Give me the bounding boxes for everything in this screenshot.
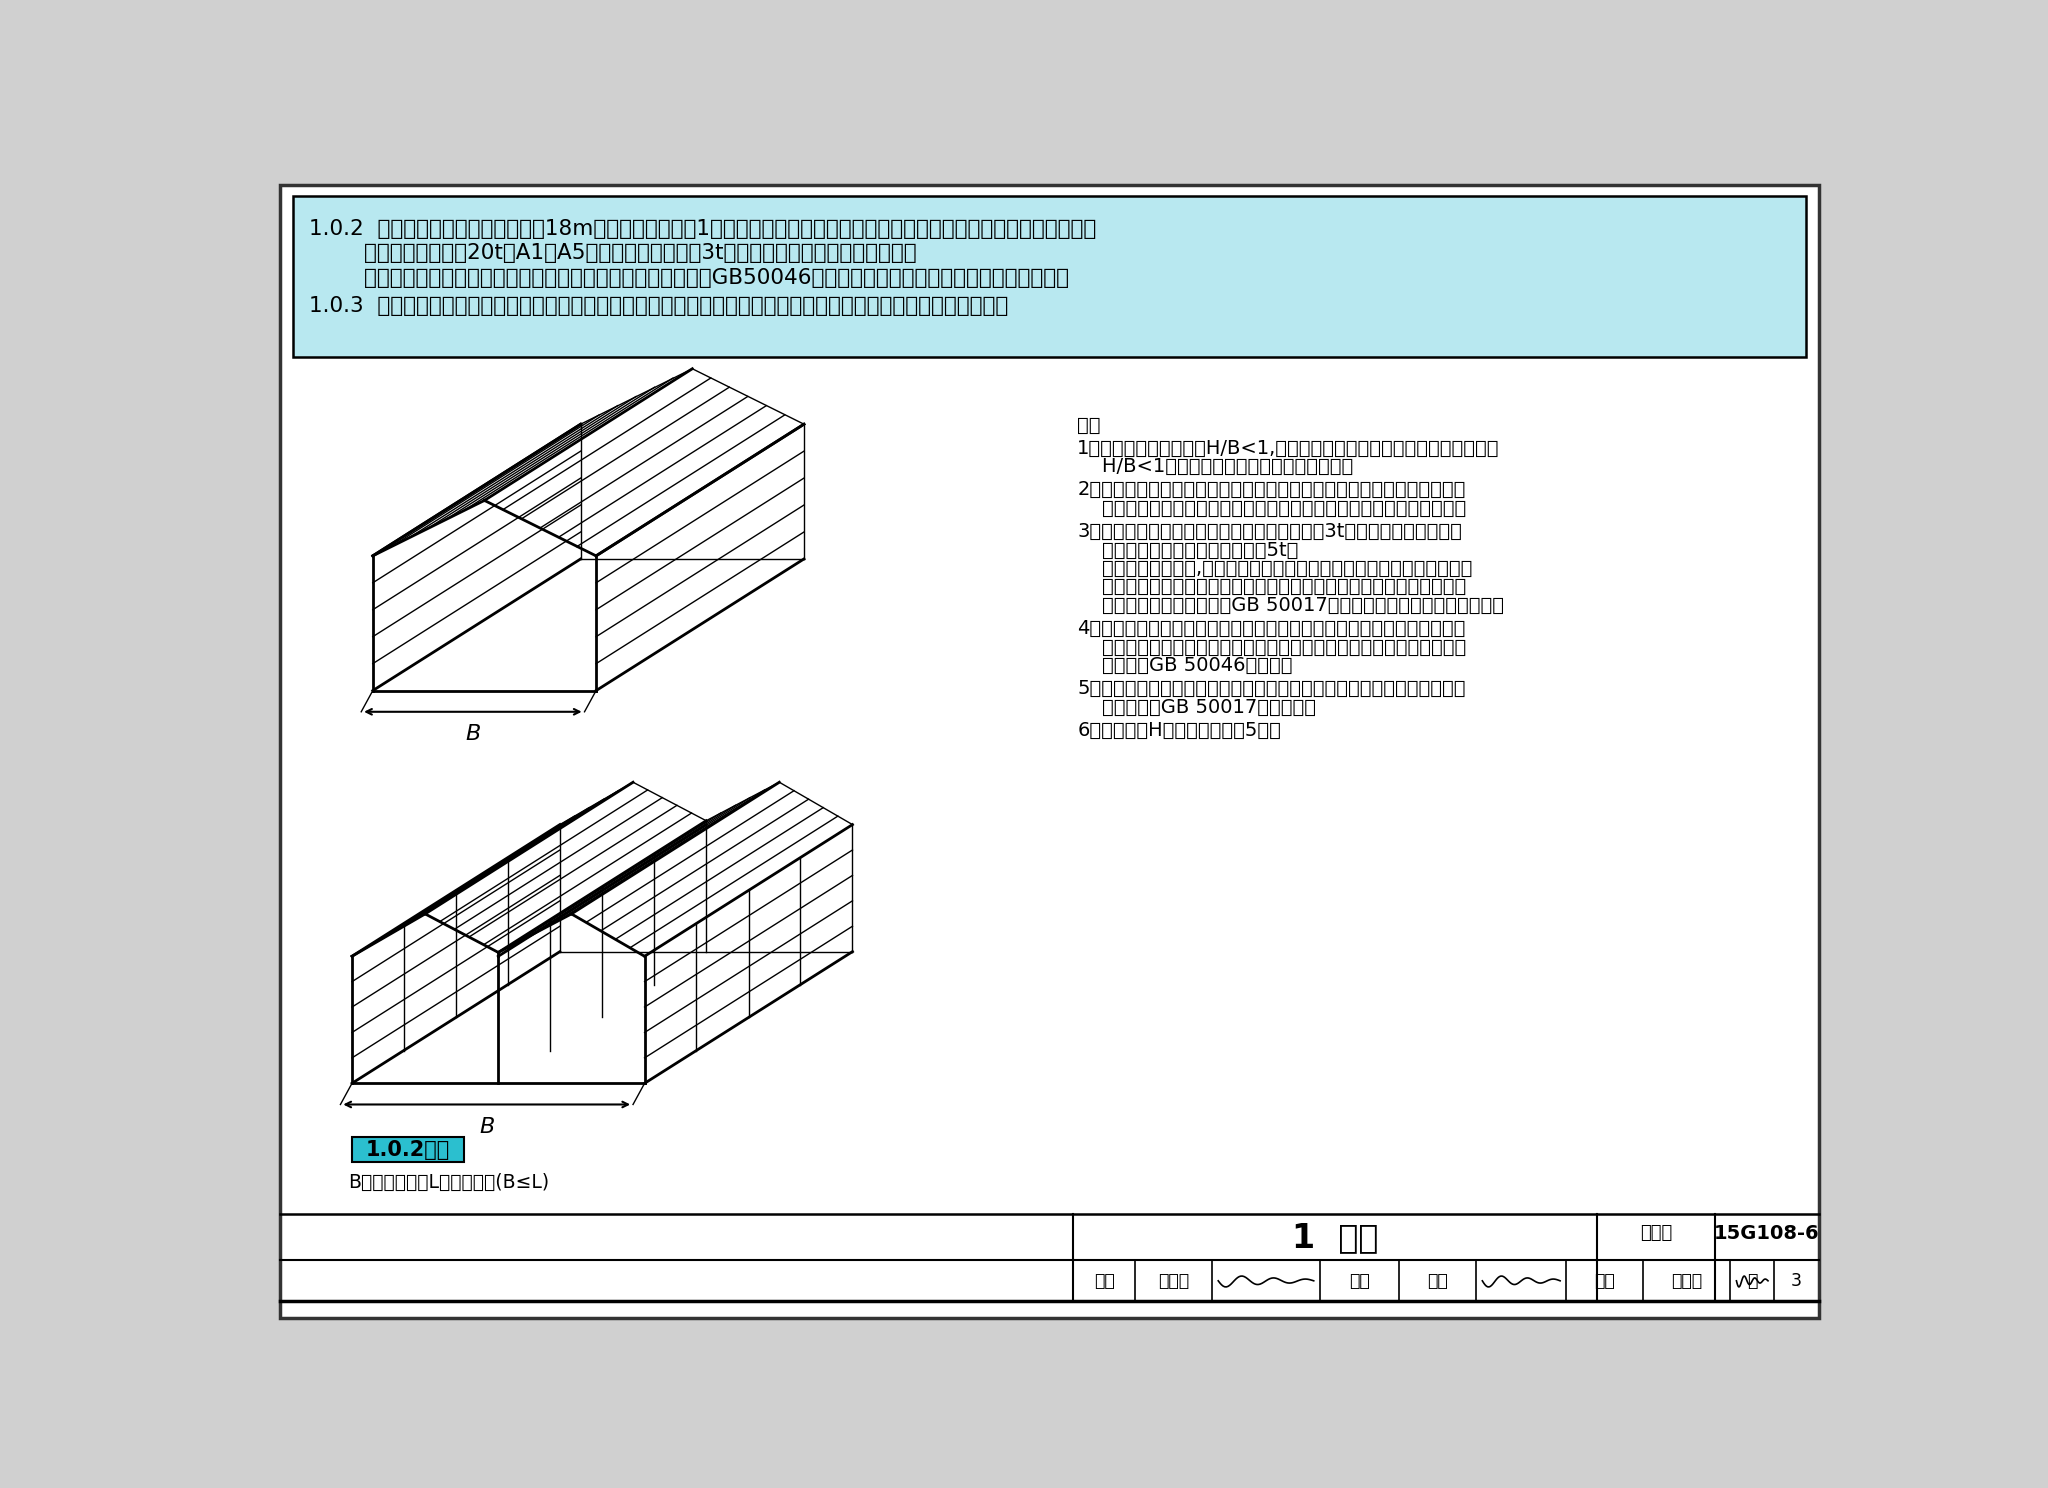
Text: 4、〖条文说明〗此种结构构件的截面较薄，因此不适用于有强腐蚀介质作: 4、〖条文说明〗此种结构构件的截面较薄，因此不适用于有强腐蚀介质作 [1077, 619, 1466, 638]
Text: 15G108-6: 15G108-6 [1714, 1225, 1821, 1242]
Text: 审核: 审核 [1094, 1272, 1114, 1290]
Text: 图集号: 图集号 [1640, 1225, 1671, 1242]
Text: 页: 页 [1747, 1272, 1757, 1290]
Text: 于此规定，则主结构设计计算、位移限值、支撑体系、构造要求等均应: 于此规定，则主结构设计计算、位移限值、支撑体系、构造要求等均应 [1077, 577, 1466, 597]
Text: 王喆: 王喆 [1427, 1272, 1448, 1290]
Text: 6、房屋高度H的具体规定见第5页。: 6、房屋高度H的具体规定见第5页。 [1077, 720, 1282, 740]
Text: 参考《钢结构设计规范》GB 50017；围护系统设计还可参考本规范。: 参考《钢结构设计规范》GB 50017；围护系统设计还可参考本规范。 [1077, 595, 1505, 615]
Text: B: B [479, 1117, 494, 1137]
Text: 设计: 设计 [1595, 1272, 1616, 1290]
Text: 1.0.2图示: 1.0.2图示 [367, 1140, 451, 1159]
Text: 技术措施时，起重量允许不大于5t。: 技术措施时，起重量允许不大于5t。 [1077, 540, 1298, 559]
Text: 1.0.3  门式刚架轻型房屋钢结构的设计、制作、安装及验收，除应符合本规范外，尚应符合国家现行有关标准的规定。: 1.0.3 门式刚架轻型房屋钢结构的设计、制作、安装及验收，除应符合本规范外，尚… [309, 296, 1008, 315]
Text: 锌板、铜板等金属板材或其他轻质材料板材。宜采用压型钢板屋面板。: 锌板、铜板等金属板材或其他轻质材料板材。宜采用压型钢板屋面板。 [1077, 498, 1466, 518]
Text: 5、寒冷地区门式刚架轻型房屋钢结构的设计、制作要求还需符合《钢结构: 5、寒冷地区门式刚架轻型房屋钢结构的设计、制作要求还需符合《钢结构 [1077, 679, 1466, 698]
Text: 1  总则: 1 总则 [1292, 1220, 1378, 1254]
Text: 或有起重量不大于20t的A1～A5工作级别桥式吊车或3t悬挂式起重机的单层钢结构房屋。: 或有起重量不大于20t的A1～A5工作级别桥式吊车或3t悬挂式起重机的单层钢结构… [309, 243, 918, 263]
Text: B为房屋宽度；L为房屋长度(B≤L): B为房屋宽度；L为房屋长度(B≤L) [348, 1173, 549, 1192]
Text: 计规范》GB 50046的规定。: 计规范》GB 50046的规定。 [1077, 656, 1292, 676]
Bar [293, 195, 1806, 357]
Text: 郁银泉: 郁银泉 [1157, 1272, 1190, 1290]
Text: 宋文晶: 宋文晶 [1671, 1272, 1702, 1290]
Text: 校对: 校对 [1350, 1272, 1370, 1290]
Text: H/B<1的轻型房屋，通过风洞试验得到的。: H/B<1的轻型房屋，通过风洞试验得到的。 [1077, 457, 1354, 476]
Bar [352, 1137, 463, 1162]
Text: 设计规范》GB 50017相关规定。: 设计规范》GB 50017相关规定。 [1077, 698, 1317, 717]
Text: 2、轻型屋盖指屋面可选用镀层或涂层钢板、不锈钢板、铝镁锰合金板、钛: 2、轻型屋盖指屋面可选用镀层或涂层钢板、不锈钢板、铝镁锰合金板、钛 [1077, 481, 1466, 500]
Text: 本规范不适用于按现行国家标准《工业建筑防腐蚀设计规范》GB50046规定的对钢结构具有强腐蚀介质作用的房屋。: 本规范不适用于按现行国家标准《工业建筑防腐蚀设计规范》GB50046规定的对钢结… [309, 268, 1069, 287]
Text: B: B [465, 725, 481, 744]
Text: 用的房屋。强腐蚀介质的划分可参照现行国家标准《工业建筑防腐蚀设: 用的房屋。强腐蚀介质的划分可参照现行国家标准《工业建筑防腐蚀设 [1077, 637, 1466, 656]
Text: 注：: 注： [1077, 415, 1102, 434]
Text: 1、适用范围规定高宽比H/B<1,是因为本规范中风荷载系数的规定都是基于: 1、适用范围规定高宽比H/B<1,是因为本规范中风荷载系数的规定都是基于 [1077, 439, 1499, 458]
Text: 实际使用情况表明,更大的吊车负荷对这种结构不适合。当实际起重量大: 实际使用情况表明,更大的吊车负荷对这种结构不适合。当实际起重量大 [1077, 559, 1473, 577]
Text: 1.0.2  本规范适用于房屋高度不大于18m，房屋高宽比小于1，承重结构为单跨或多跨实腹门式刚架、具有轻型屋盖、无桥式吊车: 1.0.2 本规范适用于房屋高度不大于18m，房屋高宽比小于1，承重结构为单跨或… [309, 219, 1096, 238]
Text: 3: 3 [1792, 1272, 1802, 1290]
Text: 3、〖条文说明〗悬挂吊车的起重量通常不大于3t，当有需要并采取可靠: 3、〖条文说明〗悬挂吊车的起重量通常不大于3t，当有需要并采取可靠 [1077, 522, 1462, 542]
